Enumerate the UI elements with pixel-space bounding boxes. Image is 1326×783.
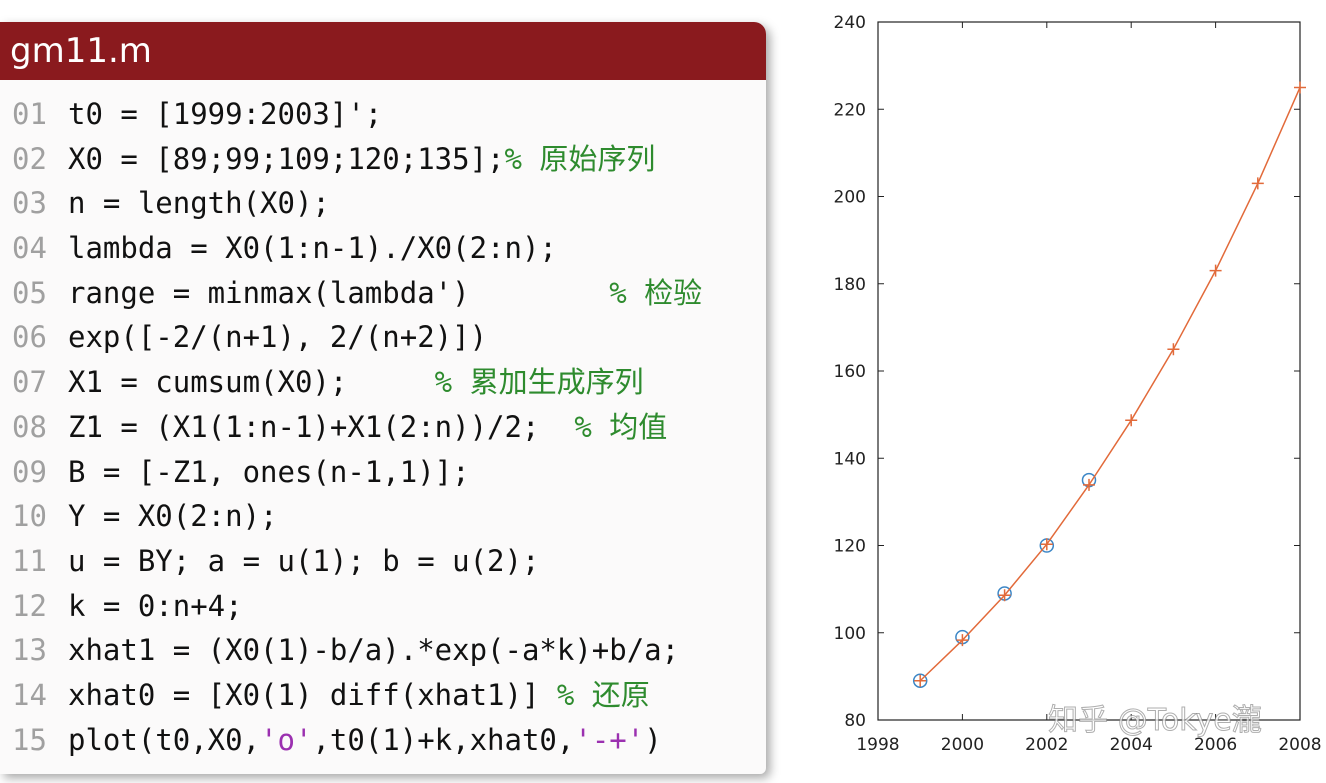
circle-marker [1039, 538, 1055, 553]
plus-marker [1125, 414, 1138, 427]
line-number: 15 [12, 722, 47, 757]
line-number: 05 [12, 275, 47, 310]
y-tick-label: 220 [834, 100, 866, 120]
line-number: 12 [12, 588, 47, 623]
code-text: lambda = X0(1:n-1)./X0(2:n); [68, 231, 557, 266]
code-line: 06 exp([-2/(n+1), 2/(n+2)]) [0, 315, 702, 360]
code-text: ) [644, 722, 662, 757]
code-text: % 累加生成序列 [434, 365, 644, 400]
line-number: 03 [12, 186, 47, 221]
code-text: range = minmax(lambda') [68, 275, 610, 310]
code-line: 07 X1 = cumsum(X0); % 累加生成序列 [0, 360, 702, 405]
code-line: 11 u = BY; a = u(1); b = u(2); [0, 539, 702, 584]
line-number: 04 [12, 231, 47, 266]
plus-marker [998, 589, 1011, 602]
plot-frame [877, 21, 1301, 721]
code-text: u = BY; a = u(1); b = u(2); [68, 543, 540, 578]
y-tick-label: 80 [844, 711, 866, 731]
y-tick-label: 100 [834, 624, 866, 644]
y-tick-label: 140 [834, 449, 866, 469]
y-tick-label: 160 [834, 362, 866, 382]
plus-marker [1083, 478, 1095, 491]
code-text: t0 = [1999:2003]'; [68, 97, 383, 131]
code-line: 02 X0 = [89;99;109;120;135];% 原始序列 [0, 137, 702, 182]
code-line: 08 Z1 = (X1(1:n-1)+X1(2:n))/2; % 均值 [0, 405, 702, 450]
code-text: xhat1 = (X0(1)-b/a).*exp(-a*k)+b/a; [68, 633, 680, 668]
code-text: 'o' [260, 722, 313, 757]
y-tick-label: 180 [834, 275, 866, 295]
code-text: Y = X0(2:n); [68, 499, 278, 534]
line-number: 10 [12, 499, 47, 534]
code-text: exp([-2/(n+1), 2/(n+2)]) [68, 320, 488, 355]
line-number: 09 [12, 454, 47, 489]
y-tick-label: 120 [834, 537, 866, 557]
code-text: plot(t0,X0, [68, 722, 261, 757]
line-number: 11 [12, 543, 47, 578]
plus-marker [1167, 343, 1180, 356]
plus-marker [1294, 81, 1306, 94]
code-text: Z1 = (X1(1:n-1)+X1(2:n))/2; [68, 409, 575, 444]
code-line: 09 B = [-Z1, ones(n-1,1)]; [0, 450, 702, 495]
code-text: % 原始序列 [504, 141, 656, 176]
code-text: '-+' [574, 722, 645, 757]
code-line: 12 k = 0:n+4; [0, 584, 702, 629]
x-tick-label: 2000 [941, 735, 984, 755]
y-tick-label: 200 [834, 188, 866, 208]
line-number: 01 [12, 97, 47, 131]
code-text: xhat0 = [X0(1) diff(xhat1)] [68, 677, 557, 712]
plus-marker [1209, 264, 1222, 277]
line-number: 06 [12, 320, 47, 355]
circle-marker [955, 629, 970, 645]
line-number: 13 [12, 633, 47, 668]
line-number: 07 [12, 365, 47, 400]
plus-marker [1040, 538, 1053, 551]
line-number: 14 [12, 677, 47, 712]
code-line: 15 plot(t0,X0,'o',t0(1)+k,xhat0,'-+') [0, 718, 702, 763]
plus-marker [1251, 177, 1264, 190]
x-tick-label: 2002 [1025, 735, 1068, 755]
code-text: % 检验 [609, 275, 703, 310]
code-text: ,t0(1)+k,xhat0, [312, 722, 575, 757]
plus-marker [914, 674, 927, 687]
code-line: 05 range = minmax(lambda') % 检验 [0, 271, 702, 316]
circle-marker [912, 673, 928, 688]
code-text: k = 0:n+4; [68, 588, 243, 623]
circle-marker [1081, 472, 1097, 488]
code-line: 13 xhat1 = (X0(1)-b/a).*exp(-a*k)+b/a; [0, 628, 702, 673]
code-text: B = [-Z1, ones(n-1,1)]; [68, 454, 470, 489]
x-tick-label: 1998 [856, 735, 899, 755]
watermark: 知乎 @Tokye瀧 [1048, 703, 1262, 738]
code-text: X0 = [89;99;109;120;135]; [68, 141, 505, 176]
code-line: 10 Y = X0(2:n); [0, 494, 702, 539]
x-tick-label: 2006 [1194, 735, 1237, 755]
code-text: n = length(X0); [68, 186, 330, 221]
circle-marker [997, 586, 1012, 601]
line-number: 08 [12, 409, 47, 444]
code-block: 01 t0 = [1999:2003]'; 02 X0 = [89;99;109;12… [0, 92, 702, 762]
code-line: 04 lambda = X0(1:n-1)./X0(2:n); [0, 226, 702, 271]
x-tick-label: 2008 [1278, 735, 1321, 755]
code-text: X1 = cumsum(X0); [68, 365, 435, 400]
code-panel: gm11.m 01 t0 = [1999:2003]'; 02 X0 = [89;99… [0, 22, 766, 774]
code-text: % 均值 [574, 409, 668, 444]
y-tick-label: 240 [834, 13, 866, 33]
x-tick-label: 2004 [1110, 735, 1153, 755]
code-text: % 还原 [556, 677, 650, 712]
series-line [919, 87, 1301, 682]
code-line: 03 n = length(X0); [0, 181, 702, 226]
code-line: 14 xhat0 = [X0(1) diff(xhat1)] % 还原 [0, 673, 702, 718]
plus-marker [956, 634, 969, 647]
file-title: gm11.m [0, 22, 766, 80]
code-line: 01 t0 = [1999:2003]'; [0, 92, 702, 137]
line-number: 02 [12, 141, 47, 176]
